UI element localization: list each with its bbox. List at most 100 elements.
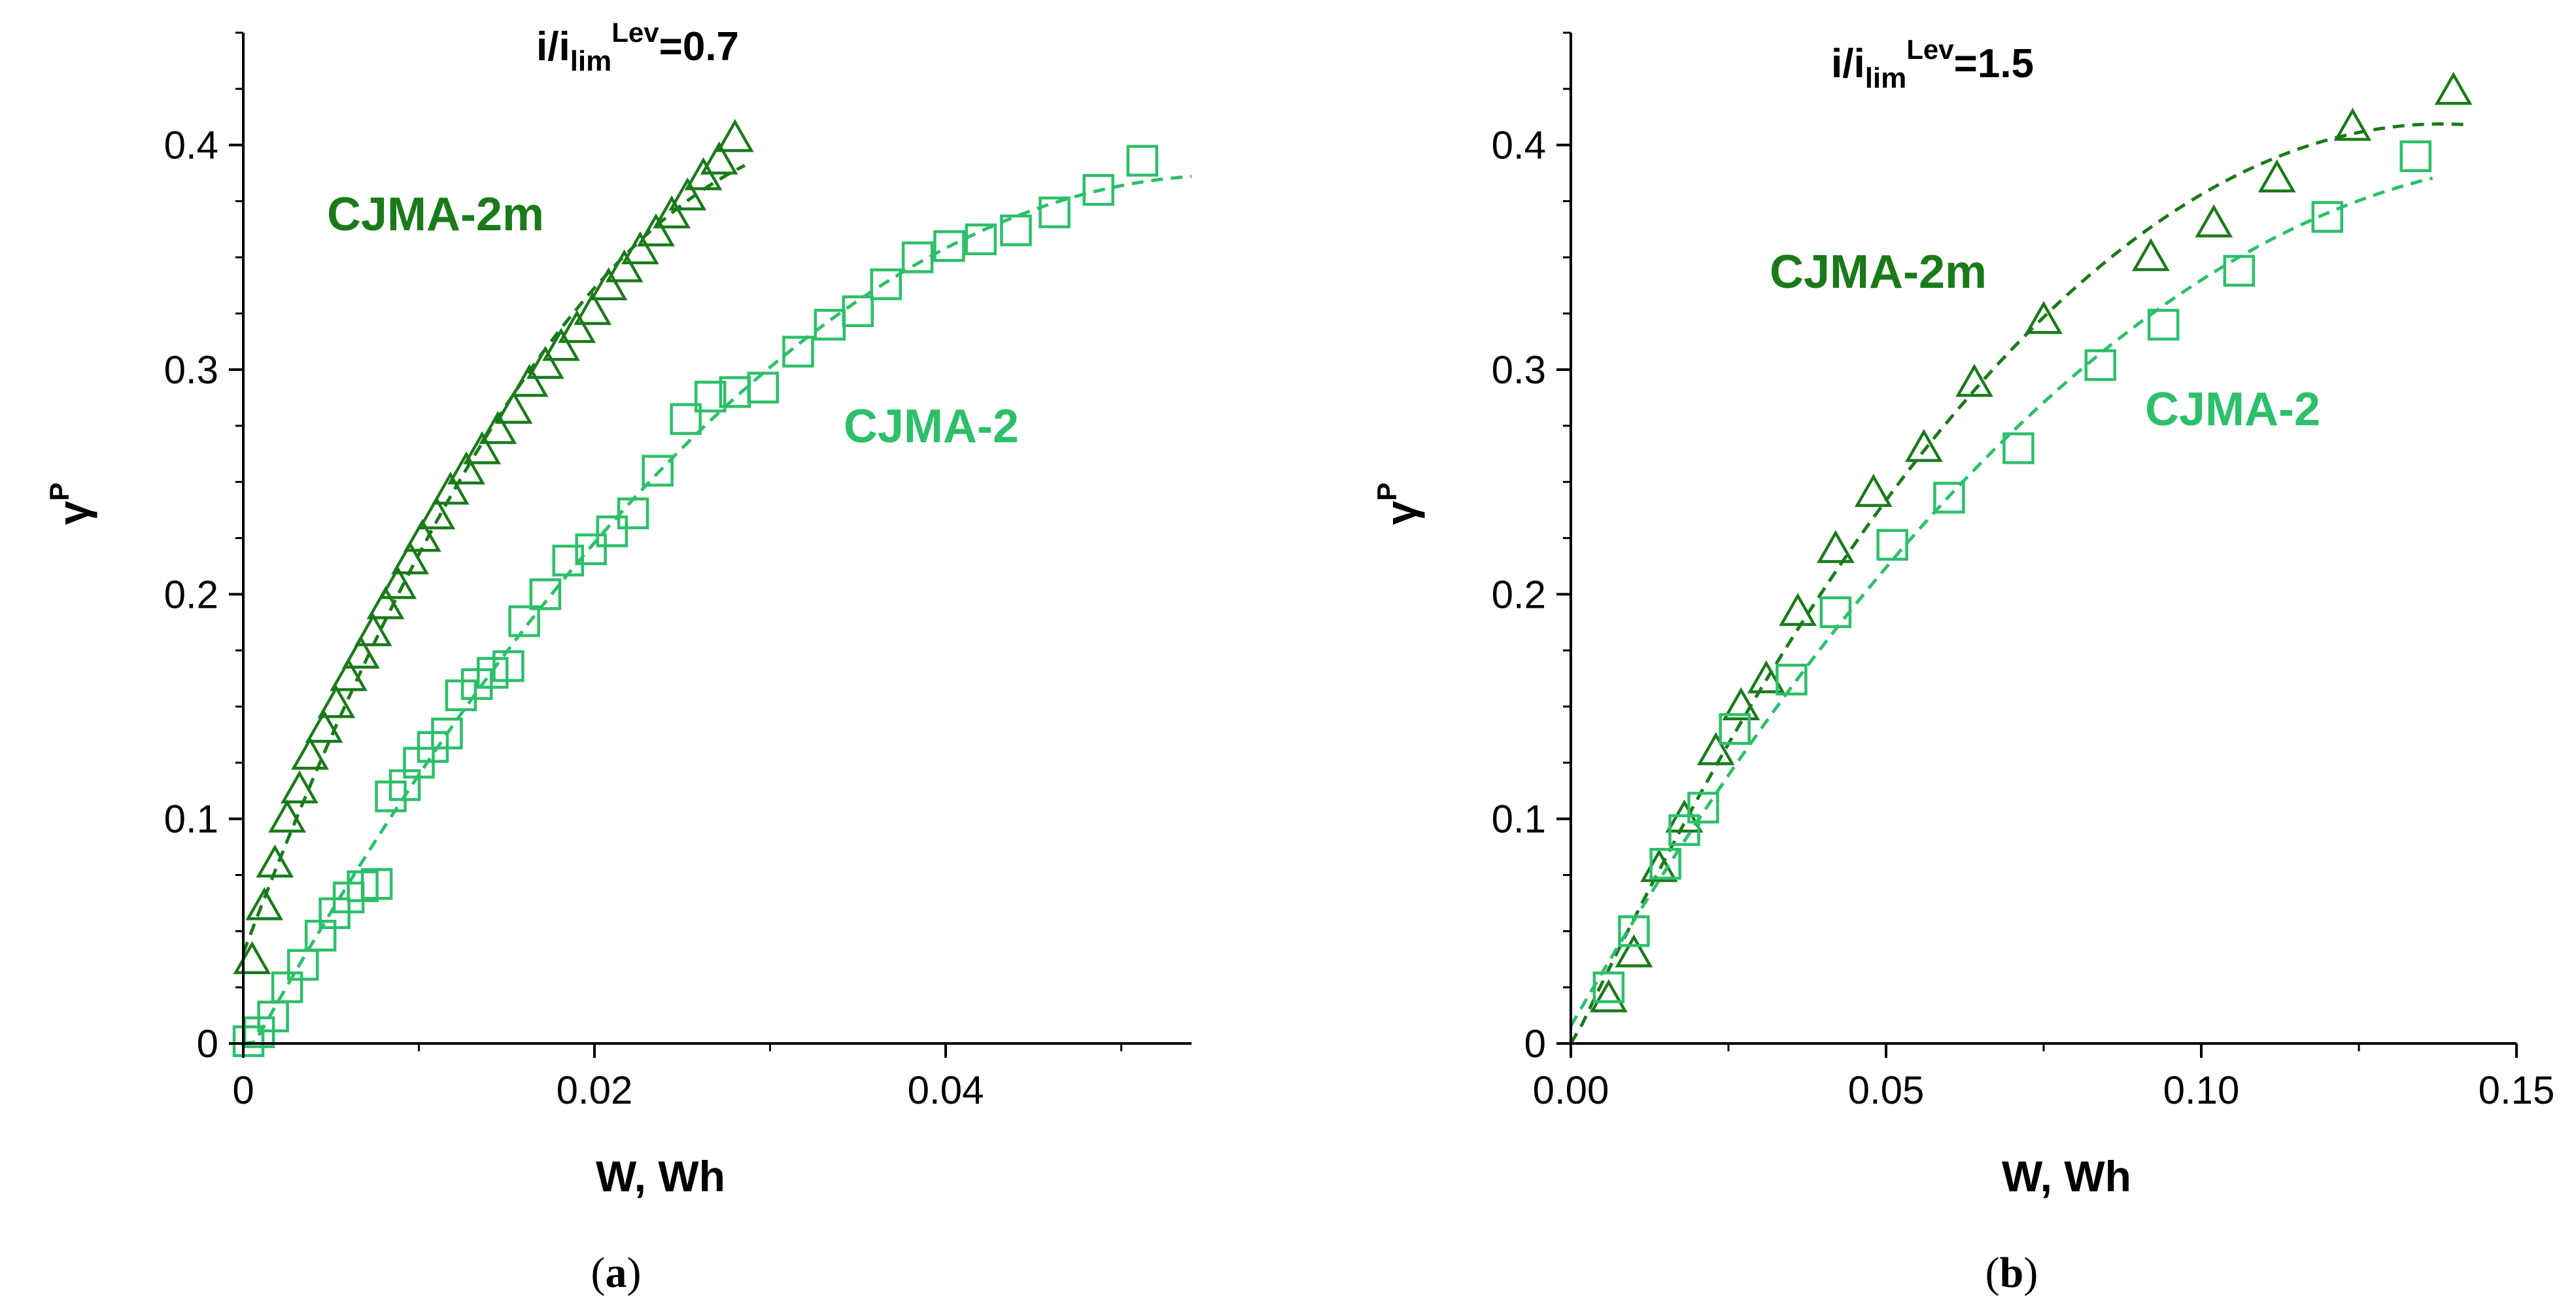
data-point-cjma-2 (1933, 481, 1965, 514)
data-point-cjma-2 (596, 515, 628, 548)
data-point-cjma-2m (2025, 300, 2063, 334)
data-point-cjma-2m (1904, 429, 1943, 463)
data-point-cjma-2 (1687, 792, 1719, 824)
data-point-cjma-2m (354, 613, 392, 646)
trend-line-cjma-2 (243, 175, 1192, 1045)
data-point-cjma-2 (670, 403, 702, 435)
data-point-cjma-2m (542, 328, 580, 361)
x-tick-label: 0.02 (557, 1068, 633, 1112)
data-point-cjma-2 (901, 241, 934, 273)
data-point-cjma-2m (256, 844, 294, 878)
data-point-cjma-2m (366, 586, 405, 620)
data-point-cjma-2 (508, 605, 540, 637)
data-point-cjma-2m (1615, 934, 1653, 968)
data-point-cjma-2m (653, 195, 691, 229)
data-point-cjma-2m (233, 941, 271, 974)
data-point-cjma-2m (1817, 530, 1855, 563)
y-tick-label: 0.4 (164, 124, 218, 167)
data-point-cjma-2m (431, 471, 470, 505)
data-point-cjma-2m (2333, 107, 2372, 141)
data-point-cjma-2 (2399, 140, 2432, 173)
label-cjma-2-a: CJMA-2 (844, 400, 1019, 453)
data-point-cjma-2m (668, 177, 707, 211)
data-point-cjma-2 (642, 455, 674, 487)
data-point-cjma-2m (245, 887, 284, 920)
data-point-cjma-2m (589, 267, 628, 300)
caption-a: (a) (591, 1249, 642, 1297)
data-point-cjma-2m (2195, 204, 2233, 237)
data-point-cjma-2 (575, 533, 607, 565)
y-axis-label-b: γP (1371, 483, 1425, 525)
data-point-cjma-2 (360, 867, 393, 900)
data-point-cjma-2 (2223, 254, 2256, 287)
data-point-cjma-2m (526, 345, 564, 379)
data-point-cjma-2 (232, 1025, 265, 1057)
data-point-cjma-2m (305, 709, 343, 743)
data-point-cjma-2m (1747, 660, 1785, 693)
data-point-cjma-2m (317, 685, 356, 718)
data-point-cjma-2m (379, 566, 417, 599)
data-point-cjma-2 (2311, 201, 2344, 233)
caption-b: (b) (1985, 1249, 2038, 1297)
data-point-cjma-2m (1854, 474, 1893, 507)
data-point-cjma-2 (492, 650, 524, 682)
x-tick-label: 0.10 (2163, 1068, 2240, 1112)
panel-a: 0 0.1 0.2 0.3 0.4 0 0.02 0.04 i/ilimLev=0.7 CJM… (44, 17, 1192, 1297)
data-point-cjma-2m (291, 736, 329, 770)
x-tick-label: 0.05 (1848, 1068, 1925, 1112)
data-point-cjma-2m (621, 231, 659, 265)
label-cjma-2m-a: CJMA-2m (327, 188, 544, 241)
panel-a-title: i/ilimLev=0.7 (536, 17, 739, 77)
y-tick-label: 0 (197, 1022, 218, 1066)
y-axis-label-a: γP (44, 483, 97, 525)
data-point-cjma-2 (870, 268, 902, 300)
data-point-cjma-2m (479, 411, 517, 444)
y-tick-label: 0.1 (1492, 797, 1546, 841)
data-point-cjma-2 (2147, 309, 2180, 341)
data-point-cjma-2m (510, 364, 549, 397)
data-point-cjma-2m (1779, 593, 1817, 626)
y-tick-label: 0.4 (1492, 124, 1546, 167)
x-tick-label: 0 (232, 1068, 254, 1112)
data-point-cjma-2m (404, 518, 441, 552)
x-tick-label: 0.00 (1533, 1068, 1609, 1112)
y-tick-label: 0.2 (164, 572, 218, 616)
data-point-cjma-2 (1039, 196, 1071, 228)
data-point-cjma-2 (1592, 971, 1625, 1004)
data-point-cjma-2m (447, 451, 485, 485)
x-tick-label: 0.04 (908, 1068, 984, 1112)
data-point-cjma-2m (2132, 237, 2170, 271)
panel-b: 0 0.1 0.2 0.3 0.4 0.00 0.05 0.10 0.15 i/ilimLev=… (1371, 31, 2554, 1297)
data-point-cjma-2m (494, 391, 533, 424)
data-point-cjma-2m (281, 770, 318, 804)
data-point-cjma-2 (695, 380, 727, 413)
data-point-cjma-2 (617, 497, 649, 529)
data-point-cjma-2m (1955, 364, 1993, 397)
data-point-cjma-2m (1722, 687, 1760, 720)
data-point-cjma-2m (637, 213, 675, 247)
data-point-cjma-2 (1618, 915, 1650, 947)
data-point-cjma-2 (1876, 529, 1908, 561)
data-point-cjma-2 (1649, 848, 1681, 880)
data-point-cjma-2m (715, 118, 754, 152)
data-point-cjma-2 (1082, 174, 1114, 206)
data-point-cjma-2 (1776, 663, 1808, 696)
data-point-cjma-2m (2258, 159, 2296, 193)
data-point-cjma-2m (1640, 849, 1678, 883)
data-point-cjma-2 (1668, 814, 1700, 847)
data-point-cjma-2 (933, 230, 965, 262)
data-point-cjma-2m (268, 799, 307, 833)
data-point-cjma-2 (529, 578, 562, 610)
data-point-cjma-2 (782, 336, 814, 368)
data-point-cjma-2 (2002, 432, 2035, 464)
data-point-cjma-2m (700, 141, 738, 175)
x-axis-label-b: W, Wh (2002, 1152, 2131, 1200)
label-cjma-2-b: CJMA-2 (2145, 383, 2320, 436)
y-tick-label: 0.1 (164, 797, 218, 841)
data-point-cjma-2 (842, 295, 874, 327)
data-point-cjma-2m (330, 657, 368, 692)
y-tick-label: 0.3 (1492, 348, 1546, 392)
data-point-cjma-2 (287, 949, 319, 981)
y-tick-label: 0.3 (164, 348, 218, 392)
